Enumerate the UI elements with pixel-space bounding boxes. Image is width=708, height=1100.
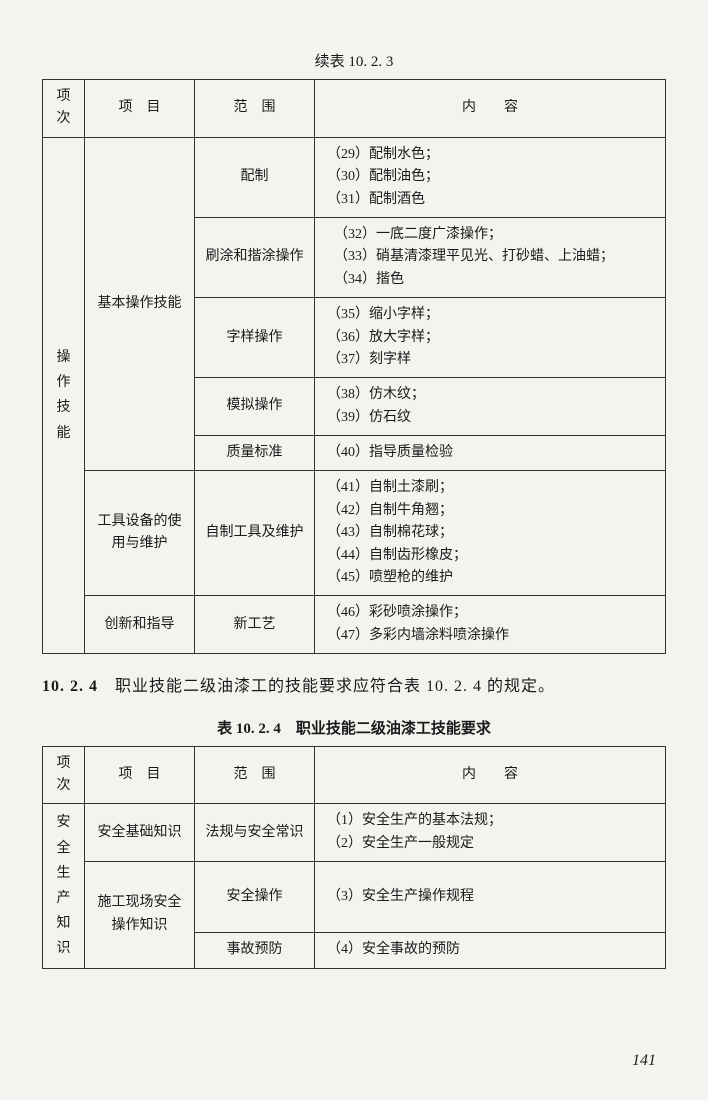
content-cell: （35）缩小字样；（36）放大字样；（37）刻字样 <box>315 298 666 378</box>
content-cell: （4）安全事故的预防 <box>315 933 666 968</box>
header-neirong: 内 容 <box>315 80 666 138</box>
table1-caption: 续表 10. 2. 3 <box>42 50 666 71</box>
header-fanwei: 范 围 <box>195 746 315 804</box>
item-cell: 施工现场安全操作知识 <box>85 862 195 968</box>
table-2: 项次 项 目 范 围 内 容 安全生产知识 安全基础知识 法规与安全常识 （1）… <box>42 746 666 969</box>
col1-label: 操作技能 <box>43 137 85 653</box>
table2-header-row: 项次 项 目 范 围 内 容 <box>43 746 666 804</box>
page-number: 141 <box>632 1052 656 1070</box>
table-row: 操作技能 基本操作技能 配制 （29）配制水色；（30）配制油色；（31）配制酒… <box>43 137 666 217</box>
table-row: 施工现场安全操作知识 安全操作 （3）安全生产操作规程 <box>43 862 666 933</box>
scope-cell: 自制工具及维护 <box>195 471 315 596</box>
content-cell: （46）彩砂喷涂操作；（47）多彩内墙涂料喷涂操作 <box>315 596 666 654</box>
section-paragraph: 10. 2. 4 职业技能二级油漆工的技能要求应符合表 10. 2. 4 的规定… <box>42 672 666 702</box>
scope-cell: 质量标准 <box>195 436 315 471</box>
table-row: 工具设备的使用与维护 自制工具及维护 （41）自制土漆刷；（42）自制牛角翘；（… <box>43 471 666 596</box>
content-cell: （40）指导质量检验 <box>315 436 666 471</box>
content-cell: （29）配制水色；（30）配制油色；（31）配制酒色 <box>315 137 666 217</box>
section-number: 10. 2. 4 <box>42 678 98 695</box>
table1-header-row: 项次 项 目 范 围 内 容 <box>43 80 666 138</box>
content-cell: （1）安全生产的基本法规；（2）安全生产一般规定 <box>315 804 666 862</box>
scope-cell: 模拟操作 <box>195 378 315 436</box>
table-row: 安全生产知识 安全基础知识 法规与安全常识 （1）安全生产的基本法规；（2）安全… <box>43 804 666 862</box>
header-neirong: 内 容 <box>315 746 666 804</box>
header-fanwei: 范 围 <box>195 80 315 138</box>
section-body: 职业技能二级油漆工的技能要求应符合表 10. 2. 4 的规定。 <box>98 678 555 695</box>
table2-caption: 表 10. 2. 4 职业技能二级油漆工技能要求 <box>42 717 666 738</box>
table-row: 创新和指导 新工艺 （46）彩砂喷涂操作；（47）多彩内墙涂料喷涂操作 <box>43 596 666 654</box>
content-cell: （32）一底二度广漆操作； （33）硝基清漆理平见光、打砂蜡、上油蜡； （34）… <box>315 217 666 297</box>
scope-cell: 字样操作 <box>195 298 315 378</box>
header-xiangmu: 项 目 <box>85 80 195 138</box>
table-1: 项次 项 目 范 围 内 容 操作技能 基本操作技能 配制 （29）配制水色；（… <box>42 79 666 654</box>
group3-label: 创新和指导 <box>85 596 195 654</box>
group2-label: 工具设备的使用与维护 <box>85 471 195 596</box>
content-cell: （41）自制土漆刷；（42）自制牛角翘；（43）自制棉花球；（44）自制齿形橡皮… <box>315 471 666 596</box>
scope-cell: 法规与安全常识 <box>195 804 315 862</box>
scope-cell: 安全操作 <box>195 862 315 933</box>
header-xiangci: 项次 <box>43 746 85 804</box>
content-cell: （38）仿木纹；（39）仿石纹 <box>315 378 666 436</box>
content-cell: （3）安全生产操作规程 <box>315 862 666 933</box>
item-cell: 安全基础知识 <box>85 804 195 862</box>
scope-cell: 配制 <box>195 137 315 217</box>
header-xiangci: 项次 <box>43 80 85 138</box>
col1-label: 安全生产知识 <box>43 804 85 968</box>
scope-cell: 刷涂和揩涂操作 <box>195 217 315 297</box>
scope-cell: 事故预防 <box>195 933 315 968</box>
scope-cell: 新工艺 <box>195 596 315 654</box>
header-xiangmu: 项 目 <box>85 746 195 804</box>
group1-label: 基本操作技能 <box>85 137 195 471</box>
